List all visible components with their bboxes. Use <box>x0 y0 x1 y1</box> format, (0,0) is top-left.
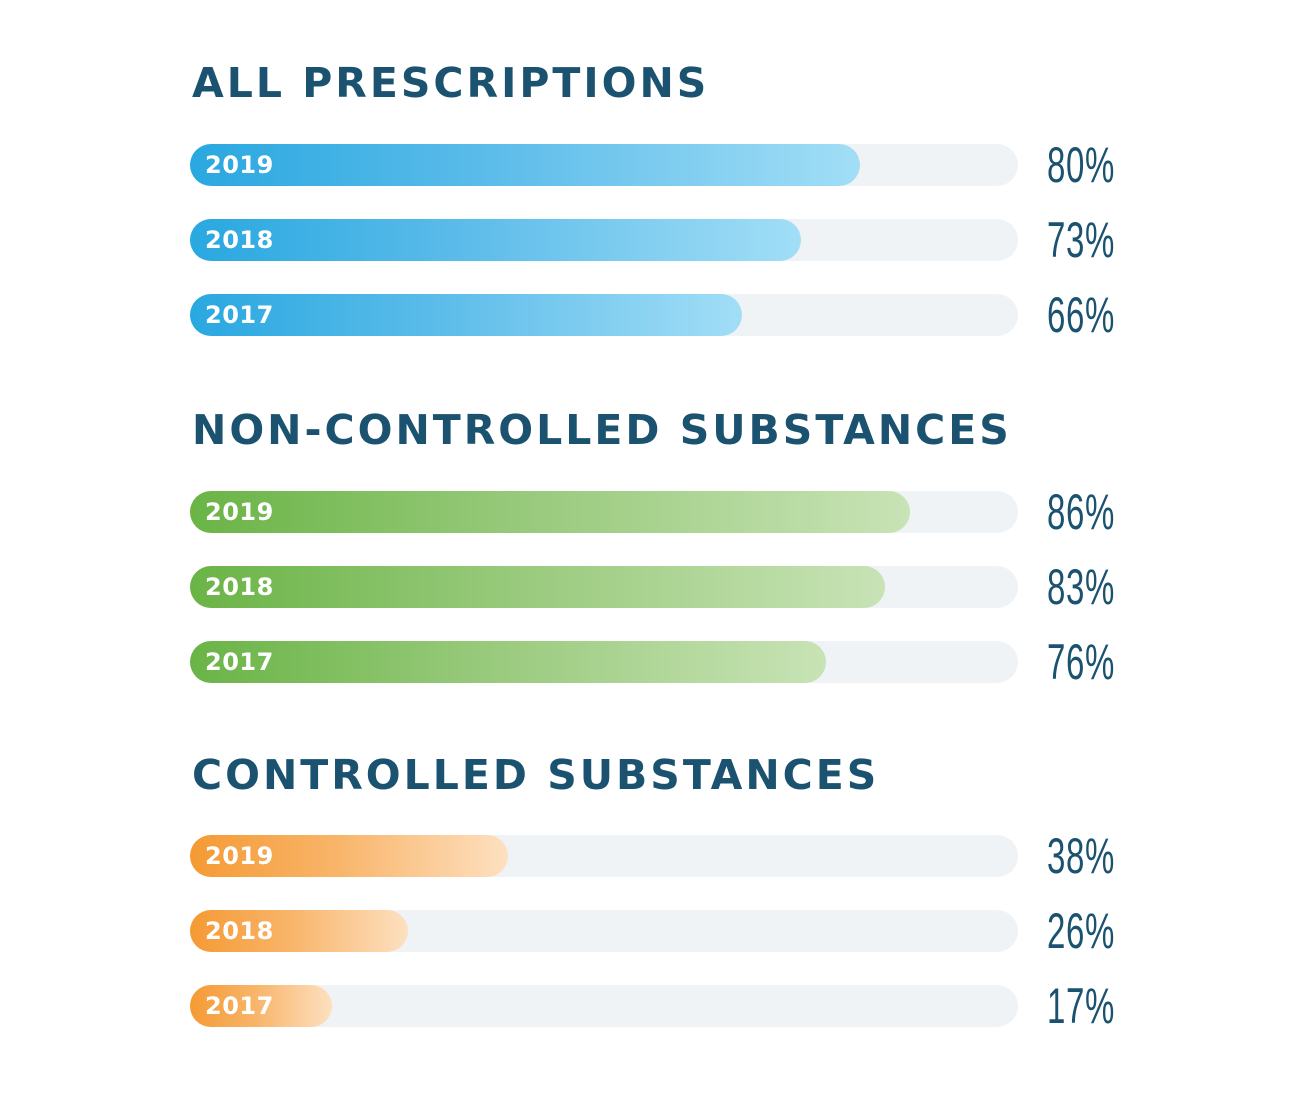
bar-row: 2019 86% <box>190 485 1130 539</box>
category-label: 2019 <box>205 498 274 526</box>
bar-row: 2017 76% <box>190 635 1130 689</box>
value-label: 80% <box>1047 137 1116 193</box>
bar-row: 2018 83% <box>190 560 1130 614</box>
category-label: 2017 <box>205 301 274 329</box>
bar-track: 2019 <box>190 144 1018 186</box>
value-label: 86% <box>1047 484 1116 540</box>
category-label: 2019 <box>205 151 274 179</box>
bar <box>190 566 885 608</box>
category-label: 2019 <box>205 842 274 870</box>
bar <box>190 835 509 877</box>
bar <box>190 294 743 336</box>
category-label: 2017 <box>205 648 274 676</box>
bar-track: 2017 <box>190 641 1018 683</box>
value-label: 17% <box>1047 978 1116 1034</box>
value-label: 73% <box>1047 212 1116 268</box>
bar-row: 2019 80% <box>190 138 1130 192</box>
bar-track: 2018 <box>190 910 1018 952</box>
chart-title: CONTROLLED SUBSTANCES <box>192 751 880 799</box>
bar-track: 2018 <box>190 219 1018 261</box>
bar <box>190 910 408 952</box>
category-label: 2017 <box>205 992 274 1020</box>
bar-track: 2017 <box>190 294 1018 336</box>
bar <box>190 491 910 533</box>
bar <box>190 985 333 1027</box>
chart-title: NON-CONTROLLED SUBSTANCES <box>192 406 1012 454</box>
bar-track: 2018 <box>190 566 1018 608</box>
bar-row: 2017 17% <box>190 979 1130 1033</box>
chart-title: ALL PRESCRIPTIONS <box>192 59 710 107</box>
bar-row: 2018 26% <box>190 904 1130 958</box>
bar-row: 2018 73% <box>190 213 1130 267</box>
value-label: 66% <box>1047 287 1116 343</box>
value-label: 38% <box>1047 828 1116 884</box>
bar-track: 2019 <box>190 491 1018 533</box>
bar-track: 2019 <box>190 835 1018 877</box>
bar-row: 2019 38% <box>190 829 1130 883</box>
value-label: 76% <box>1047 634 1116 690</box>
bar <box>190 219 801 261</box>
category-label: 2018 <box>205 226 274 254</box>
bar <box>190 641 827 683</box>
category-label: 2018 <box>205 917 274 945</box>
bar-track: 2017 <box>190 985 1018 1027</box>
category-label: 2018 <box>205 573 274 601</box>
bar-row: 2017 66% <box>190 288 1130 342</box>
value-label: 83% <box>1047 559 1116 615</box>
bar <box>190 144 860 186</box>
value-label: 26% <box>1047 903 1116 959</box>
